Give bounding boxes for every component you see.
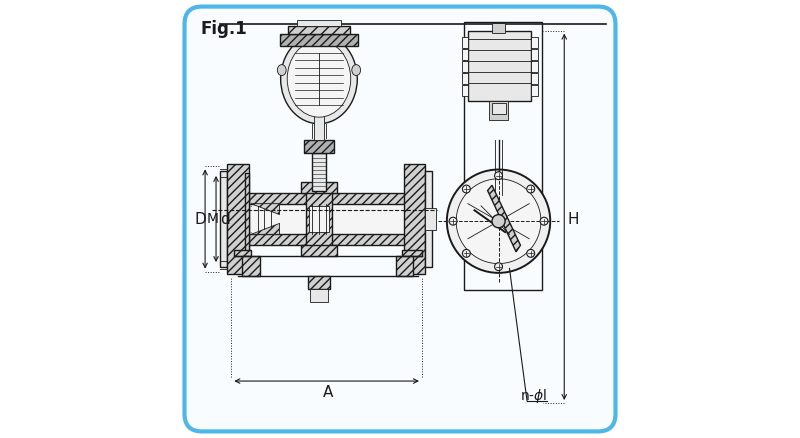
Bar bbox=[231, 204, 424, 234]
Text: D: D bbox=[195, 212, 206, 226]
Ellipse shape bbox=[494, 263, 502, 271]
Bar bbox=[462, 61, 468, 72]
Bar bbox=[462, 49, 468, 60]
Text: n-$\phi$l: n-$\phi$l bbox=[521, 387, 548, 406]
Bar bbox=[531, 85, 538, 96]
Bar bbox=[234, 250, 251, 256]
Bar bbox=[245, 173, 249, 265]
Bar bbox=[402, 250, 422, 256]
Bar bbox=[462, 37, 468, 48]
Text: Fig.1: Fig.1 bbox=[201, 20, 247, 38]
Bar bbox=[281, 34, 358, 46]
Bar bbox=[491, 103, 506, 114]
Ellipse shape bbox=[352, 65, 361, 76]
Bar bbox=[426, 208, 436, 230]
Bar bbox=[301, 245, 338, 256]
Bar bbox=[306, 188, 332, 250]
Bar bbox=[462, 85, 468, 96]
Polygon shape bbox=[251, 223, 279, 234]
Ellipse shape bbox=[462, 249, 470, 257]
Ellipse shape bbox=[281, 34, 358, 124]
Bar bbox=[425, 171, 431, 267]
Ellipse shape bbox=[526, 249, 534, 257]
Bar bbox=[221, 171, 227, 267]
Polygon shape bbox=[251, 204, 279, 215]
Text: d: d bbox=[220, 212, 230, 226]
Ellipse shape bbox=[456, 179, 541, 264]
FancyBboxPatch shape bbox=[185, 7, 615, 431]
Bar bbox=[312, 153, 326, 191]
Bar bbox=[396, 256, 413, 276]
Bar bbox=[231, 193, 424, 204]
Bar bbox=[310, 206, 329, 232]
Bar bbox=[404, 164, 425, 274]
Ellipse shape bbox=[492, 215, 505, 228]
Text: M: M bbox=[206, 212, 218, 226]
Text: A: A bbox=[322, 385, 333, 399]
Bar bbox=[489, 101, 508, 120]
Polygon shape bbox=[487, 185, 521, 252]
Bar bbox=[531, 49, 538, 60]
Bar bbox=[468, 31, 531, 101]
Ellipse shape bbox=[447, 170, 550, 273]
Text: H: H bbox=[567, 212, 579, 226]
Bar bbox=[227, 164, 249, 274]
Bar bbox=[297, 20, 341, 26]
Bar bbox=[231, 234, 424, 245]
Ellipse shape bbox=[540, 217, 548, 225]
Bar bbox=[463, 22, 542, 290]
Ellipse shape bbox=[494, 172, 502, 180]
Bar bbox=[314, 105, 324, 140]
Ellipse shape bbox=[462, 185, 470, 193]
Bar bbox=[288, 26, 350, 34]
Ellipse shape bbox=[278, 65, 286, 76]
Bar bbox=[531, 61, 538, 72]
Bar bbox=[462, 74, 468, 84]
Bar bbox=[308, 276, 330, 289]
Bar bbox=[310, 289, 328, 302]
Bar bbox=[304, 140, 334, 153]
Bar bbox=[531, 37, 538, 48]
Ellipse shape bbox=[287, 41, 350, 117]
Ellipse shape bbox=[526, 185, 534, 193]
Bar bbox=[531, 74, 538, 84]
Bar bbox=[242, 256, 260, 276]
Ellipse shape bbox=[449, 217, 457, 225]
Bar bbox=[492, 23, 505, 33]
Bar bbox=[301, 182, 338, 193]
